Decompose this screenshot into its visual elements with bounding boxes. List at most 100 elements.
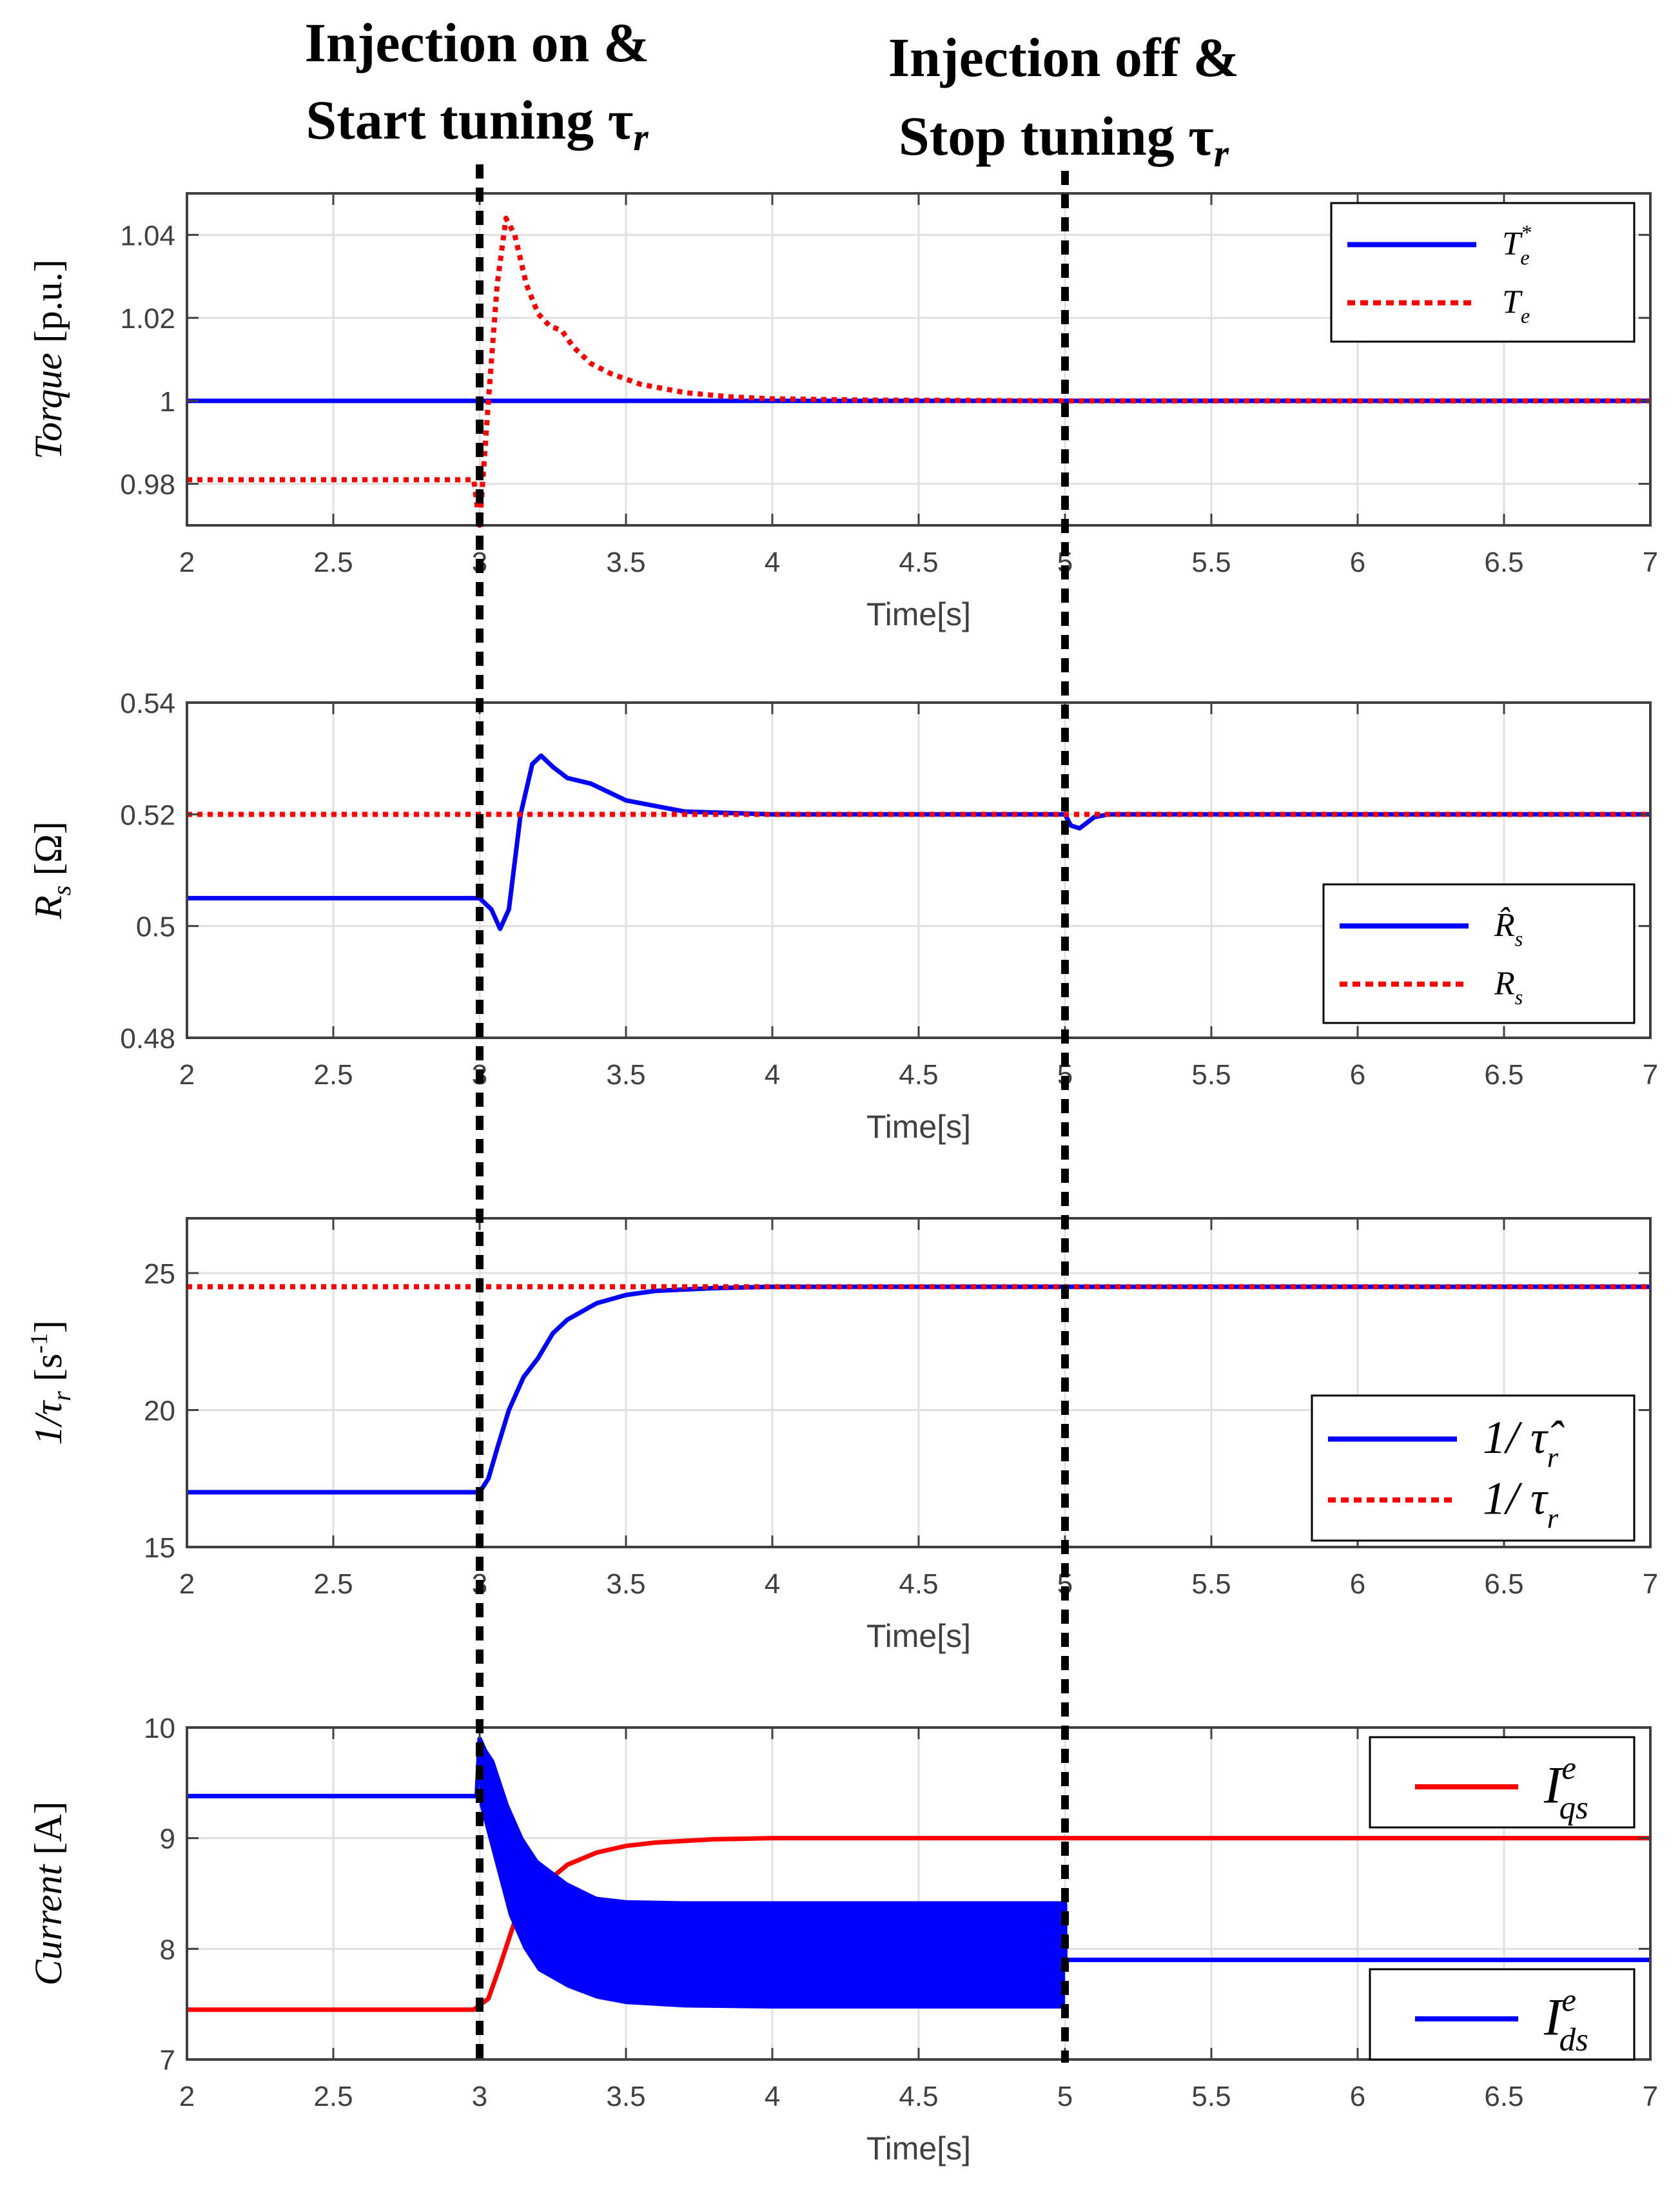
y-axis-label-main: 1/τ [27,1399,70,1445]
series-group [187,753,1650,931]
panel-1: 22.533.544.555.566.570.9811.021.04Time[s… [27,192,1658,632]
y-tick-label: 9 [160,1824,175,1855]
annotation-left-line1: Injection on & [304,12,649,73]
x-tick-label: 3.5 [606,1059,645,1091]
y-tick-label: 0.5 [136,911,175,943]
series-group [187,1736,1650,2012]
legend-box [1330,202,1636,343]
y-tick-label: 20 [144,1396,175,1427]
y-tick-label: 0.54 [120,688,175,719]
x-tick-label: 5.5 [1191,1059,1231,1091]
y-axis-label-main: Torque [27,353,70,460]
annotation-left-line2-text: Start tuning τ [306,89,633,151]
x-tick-label: 7 [1643,2081,1658,2112]
y-tick-label: 0.98 [120,469,175,501]
legend-label-sub: r [1547,1441,1559,1474]
x-tick-label: 2 [179,1059,195,1091]
series-line-R̂s [187,753,1650,931]
x-tick-label: 3.5 [606,547,645,578]
annotation-right-line2: Stop tuning τr [899,105,1229,175]
legend-label: Ie qs [1543,1750,1588,1826]
x-tick-label: 4.5 [899,1059,938,1091]
legend-label: T* e [1502,221,1532,269]
annotation-right: Injection off & Stop tuning τr [888,26,1240,175]
y-axis-label-unit: [p.u.] [27,259,70,353]
legend-label-base: R̂ [1494,907,1515,944]
legend-box [1322,883,1636,1024]
x-tick-label: 6 [1350,2081,1365,2112]
legend-entry-2: Te [1347,284,1530,327]
legend-label-sub: e [1521,304,1530,327]
x-tick-label: 2 [179,1568,195,1600]
y-tick-label: 7 [160,2045,175,2076]
y-axis-label-end: ] [27,1320,70,1333]
x-tick-label: 5 [1057,2081,1073,2112]
legend-entry-2: Rs [1340,965,1523,1009]
x-tick-label: 5.5 [1191,1568,1231,1600]
annotation-left-line2: Start tuning τr [306,89,649,159]
x-tick-label: 6.5 [1484,547,1523,578]
x-tick-label: 4 [765,1568,780,1600]
x-tick-label: 6 [1350,1568,1365,1600]
legend-label-sub: s [1515,986,1523,1009]
annotation-left-line2-sub: r [633,116,649,159]
legend-label-base: R [1494,965,1515,1002]
x-tick-label: 3.5 [606,1568,645,1600]
y-axis-label-sup: -1 [26,1333,53,1354]
y-axis-label-unit: [s [27,1354,70,1391]
x-tick-label: 4 [765,1059,780,1091]
x-axis-label: Time[s] [866,1618,971,1654]
x-axis-label: Time[s] [866,1109,971,1145]
x-tick-label: 4.5 [899,2081,938,2112]
y-tick-label: 1.02 [120,303,175,335]
y-tick-label: 1.04 [120,220,175,251]
y-axis-label-unit: [A] [27,1801,70,1864]
legend-label-base: I [1543,1756,1564,1815]
x-tick-label: 6 [1350,1059,1365,1091]
legend-box [1369,1736,1636,1829]
legend-label-base: T [1502,226,1523,262]
y-axis-label-main: R [27,895,70,920]
x-tick-label: 2.5 [313,1568,353,1600]
annotation-right-line2-sub: r [1214,132,1229,175]
legend-label: 1/ τr [1483,1473,1559,1535]
legend-entry-1: R̂s [1340,907,1523,951]
legend-label-sub: s [1515,928,1523,951]
x-tick-label: 3.5 [606,2081,645,2112]
y-tick-label: 25 [144,1258,175,1290]
x-tick-label: 7 [1643,1568,1658,1600]
y-axis-label-sub: r [47,1391,76,1401]
legend-entry-1: Ie qs [1415,1750,1588,1826]
legend-label-base: T [1502,284,1523,320]
legend: R̂sRs [1322,883,1636,1024]
x-tick-label: 5.5 [1191,547,1231,578]
series-group [187,1284,1650,1495]
x-tick-label: 4.5 [899,1568,938,1600]
panel-2: 22.533.544.555.566.570.480.50.520.54Time… [27,688,1658,1145]
series-line-Te [187,215,1650,528]
legend-entry-2: Ie ds [1415,1982,1588,2058]
annotation-left: Injection on & Start tuning τr [304,12,649,159]
x-tick-label: 2.5 [313,2081,353,2112]
series-line-Ids^e [187,1736,1650,1962]
legend-1: Ie qs [1369,1736,1636,1829]
legend-label-sup: e [1561,1982,1576,2018]
y-tick-label: 0.48 [120,1023,175,1055]
x-tick-label: 6.5 [1484,2081,1523,2112]
chart-panels: 2 2.5 3 3.5 4 4.5 5 5.5 6 6.5 7 0.98 1 1.02 1.04 Time[s… [26,192,1658,2166]
y-axis-label: 1/τr [s-1] [26,1320,76,1445]
x-tick-label: 2 [179,2081,195,2112]
x-tick-label: 6 [1350,547,1365,578]
x-tick-label: 6.5 [1484,1059,1523,1091]
y-axis-label-unit: [Ω] [27,821,70,886]
legend-2: Ie ds [1369,1968,1636,2061]
x-tick-label: 4.5 [899,547,938,578]
y-tick-label: 0.52 [120,799,175,831]
annotation-right-line1: Injection off & [888,26,1240,88]
x-tick-label: 5.5 [1191,2081,1231,2112]
legend-label: Ie ds [1543,1982,1588,2058]
x-tick-label: 7 [1643,1059,1658,1091]
series-group [187,215,1650,528]
x-tick-label: 3 [472,2081,487,2112]
